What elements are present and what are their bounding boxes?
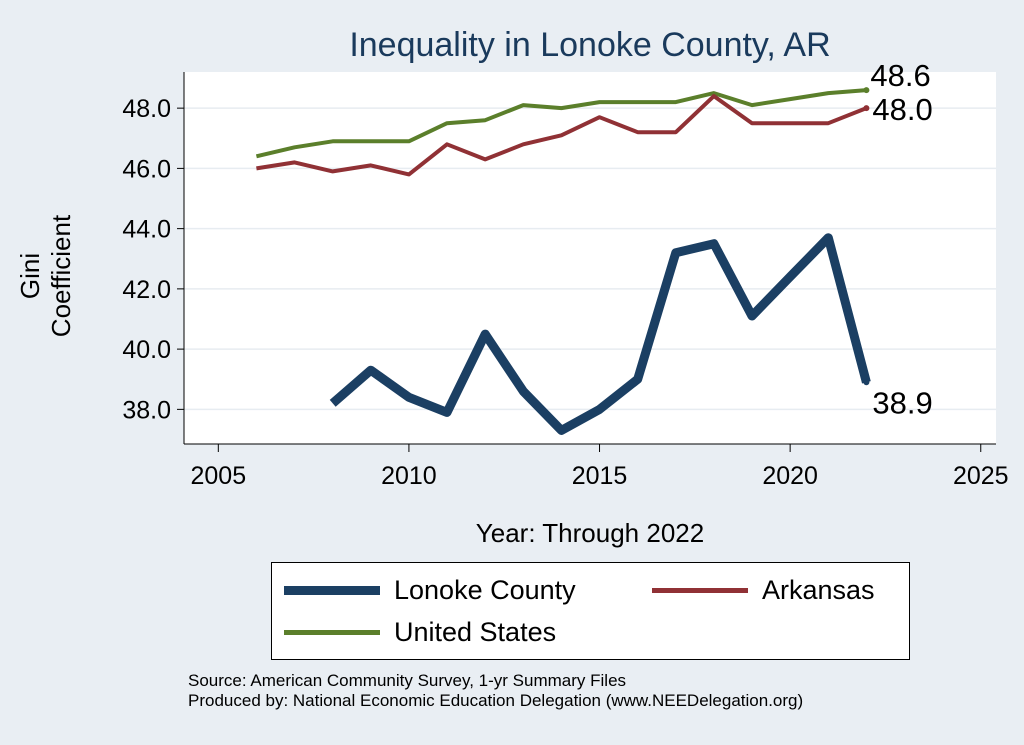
end-label-lonoke-county: 38.9: [872, 385, 932, 420]
end-label-united-states: 48.6: [870, 58, 930, 93]
y-tick-label: 46.0: [122, 155, 171, 183]
x-tick-label: 2015: [572, 462, 628, 490]
x-tick-label: 2010: [381, 462, 437, 490]
x-tick-label: 2005: [190, 462, 246, 490]
series-line-united-states: [255, 88, 867, 159]
source-line-1: Source: American Community Survey, 1-yr …: [188, 671, 627, 690]
legend-item-us: United States: [284, 617, 556, 648]
legend-label-us: United States: [394, 617, 557, 647]
legend-label-arkansas: Arkansas: [762, 575, 875, 605]
y-axis-label: Gini Coefficient: [15, 214, 76, 338]
legend-label-lonoke: Lonoke County: [394, 575, 576, 605]
series-lines: [255, 87, 871, 435]
end-point-lonoke-county: [863, 379, 870, 386]
legend-item-arkansas: Arkansas: [652, 575, 875, 606]
y-tick-label: 48.0: [122, 95, 171, 123]
gridlines: [184, 107, 996, 411]
legend-swatch-arkansas: [652, 588, 748, 593]
x-axis-label: Year: Through 2022: [475, 518, 705, 548]
y-tick-label: 44.0: [122, 216, 171, 244]
legend-swatch-us: [284, 630, 380, 635]
end-labels: 38.9 48.048.6: [870, 58, 932, 420]
x-tick-label: 2025: [953, 462, 1009, 490]
legend-swatch-lonoke: [284, 586, 380, 595]
end-point-united-states: [863, 87, 870, 94]
series-line-lonoke-county: [329, 233, 871, 435]
plot-area: [184, 72, 996, 444]
axes: 38.0 40.0 42.0 44.0 46.0 48.0 2005 2010 2015 2020…: [122, 72, 1009, 490]
source-line-2: Produced by: National Economic Education…: [188, 691, 804, 710]
chart-title: Inequality in Lonoke County, AR: [349, 26, 831, 64]
series-line-arkansas: [256, 94, 868, 177]
source-note: Source: American Community Survey, 1-yr …: [188, 671, 803, 711]
y-tick-label: 40.0: [122, 336, 171, 364]
end-label-arkansas: 48.0: [872, 92, 932, 127]
y-tick-label: 42.0: [122, 276, 171, 304]
legend-item-lonoke: Lonoke County: [284, 575, 576, 606]
legend: Lonoke County Arkansas United States: [271, 562, 910, 660]
x-tick-label: 2020: [762, 462, 818, 490]
end-point-arkansas: [863, 105, 870, 112]
y-tick-label: 38.0: [122, 396, 171, 424]
